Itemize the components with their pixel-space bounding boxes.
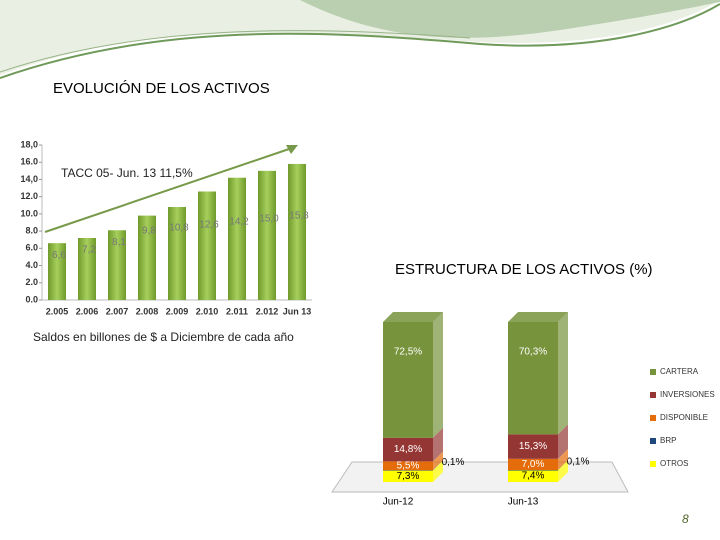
legend-label: CARTERA <box>660 367 699 376</box>
bar-top <box>508 312 568 322</box>
bar <box>168 207 186 300</box>
data-label: 72,5% <box>394 347 422 358</box>
legend-label: DISPONIBLE <box>660 413 708 422</box>
bar <box>258 170 276 300</box>
bar-segment <box>508 322 558 435</box>
bar <box>48 243 66 300</box>
chart-title: ESTRUCTURA DE LOS ACTIVOS (%) <box>395 261 653 278</box>
data-label: 5,5% <box>397 460 420 471</box>
data-label: 0,1% <box>442 457 465 468</box>
x-tick-label: 2.007 <box>106 306 129 316</box>
data-label: 15,3% <box>519 441 547 452</box>
x-tick-label: Jun-12 <box>383 497 414 508</box>
bar-segment-side <box>558 460 568 471</box>
x-tick-label: 2.006 <box>76 306 99 316</box>
data-label: 9,8 <box>142 226 156 237</box>
bar-top <box>383 312 443 322</box>
bar-segment <box>383 470 433 471</box>
legend-label: BRP <box>660 436 676 445</box>
bar <box>198 191 216 300</box>
x-tick-label: 2.005 <box>46 306 69 316</box>
bar-segment-side <box>558 448 568 471</box>
bar-segment <box>508 470 558 471</box>
data-label: 8,1 <box>112 237 126 248</box>
legend-label: INVERSIONES <box>660 390 715 399</box>
bar <box>138 215 156 300</box>
x-tick-label: 2.010 <box>196 306 219 316</box>
x-tick-label: Jun-13 <box>508 497 539 508</box>
trend-arrow <box>44 147 293 233</box>
bar-segment-side <box>433 460 443 471</box>
legend-swatch <box>650 369 656 375</box>
x-tick-label: 2.012 <box>256 306 279 316</box>
data-label: 12,6 <box>199 220 219 231</box>
bar-segment-side <box>433 451 443 471</box>
bar-segment <box>508 470 558 482</box>
legend-swatch <box>650 438 656 444</box>
data-label: 10,8 <box>169 223 189 234</box>
annotation: TACC 05- Jun. 13 11,5% <box>61 166 193 180</box>
legend-swatch <box>650 461 656 467</box>
bar-segment-side <box>558 312 568 435</box>
y-tick-label: 6.0 <box>25 243 38 253</box>
data-label: 14,8% <box>394 444 422 455</box>
bar-segment <box>383 461 433 471</box>
trend-arrowhead <box>286 145 298 154</box>
data-label: 7,3% <box>397 471 420 482</box>
bar-segment-side <box>433 312 443 438</box>
y-tick-label: 2.0 <box>25 277 38 287</box>
bar <box>78 238 96 300</box>
bar-segment <box>383 470 433 482</box>
data-label: 6,6 <box>52 250 66 261</box>
y-tick-label: 8.0 <box>25 225 38 235</box>
y-tick-label: 10.0 <box>20 208 38 218</box>
header-decoration <box>0 0 720 79</box>
legend-swatch <box>650 392 656 398</box>
bar-segment-side <box>433 427 443 462</box>
y-tick-label: 0.0 <box>25 294 38 304</box>
chart-title: EVOLUCIÓN DE LOS ACTIVOS <box>53 80 270 97</box>
bar-segment-side <box>558 424 568 459</box>
bar-segment <box>383 322 433 438</box>
subtitle: Saldos en billones de $ a Diciembre de c… <box>33 330 294 344</box>
x-tick-label: 2.008 <box>136 306 159 316</box>
bar <box>288 163 306 300</box>
x-tick-label: 2.011 <box>226 306 248 316</box>
y-tick-label: 4.0 <box>25 260 38 270</box>
data-label: 15,0 <box>259 214 279 225</box>
legend-swatch <box>650 415 656 421</box>
y-tick-label: 18,0 <box>20 139 38 149</box>
bar-segment <box>508 434 558 459</box>
data-label: 70,3% <box>519 347 547 358</box>
data-label: 15,8 <box>289 211 309 222</box>
y-tick-label: 14,0 <box>20 174 38 184</box>
data-label: 7,0% <box>522 459 545 470</box>
x-tick-label: Jun 13 <box>283 306 312 316</box>
y-tick-label: 12.0 <box>20 191 38 201</box>
x-tick-label: 2.009 <box>166 306 189 316</box>
bar-segment <box>383 437 433 462</box>
data-label: 7,4% <box>522 471 545 482</box>
y-tick-label: 16.0 <box>20 157 38 167</box>
data-label: 7,2 <box>82 245 96 256</box>
bar-segment-side <box>558 460 568 482</box>
page-number: 8 <box>682 512 689 526</box>
bar-segment-side <box>433 460 443 482</box>
legend-label: OTROS <box>660 459 688 468</box>
data-label: 14,2 <box>229 217 249 228</box>
data-label: 0,1% <box>567 457 590 468</box>
bar-segment <box>508 458 558 471</box>
bar <box>108 230 126 300</box>
bar <box>228 177 246 300</box>
